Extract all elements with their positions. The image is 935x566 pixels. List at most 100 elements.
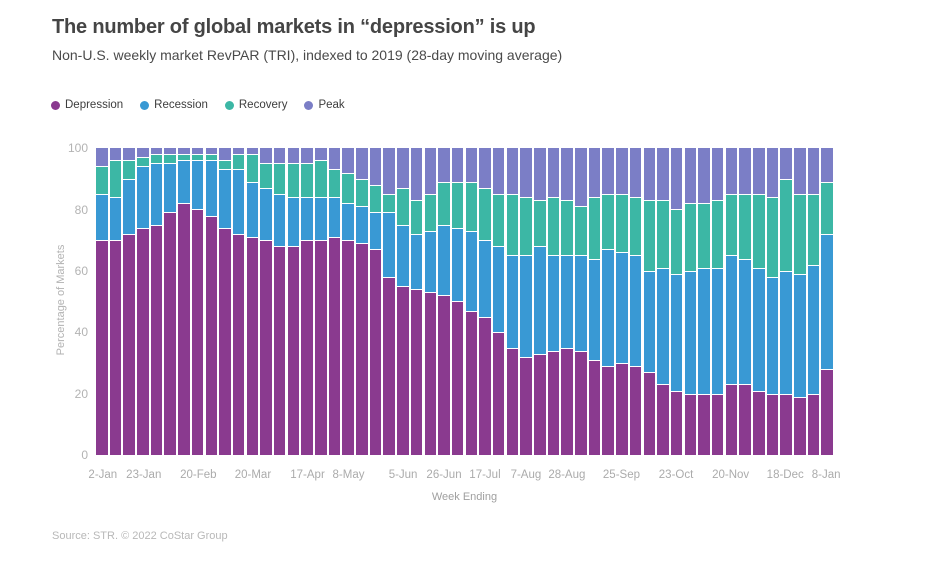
bar-segment-recession [698,267,710,394]
bar-segment-recovery [506,194,519,256]
x-tick-label: 2-Jan [88,469,118,481]
bar-segment-peak [260,148,272,164]
bar-segment-depression [260,240,272,455]
bar-9-Jan [109,148,122,455]
bar-segment-depression [328,237,341,455]
bar-8-May [342,148,354,455]
bar-segment-recovery [342,172,354,204]
legend-item-peak: Peak [304,99,345,111]
bar-segment-depression [684,393,697,455]
bar-segment-recovery [451,181,464,228]
bar-4-Sep [575,148,587,455]
bar-segment-depression [766,393,779,455]
bar-8-Jan [821,148,833,455]
bar-segment-peak [753,148,765,195]
bar-segment-peak [246,148,259,155]
source-attribution: Source: STR. © 2022 CoStar Group [52,530,228,542]
bar-14-Aug [534,148,546,455]
bar-13-Mar [232,148,245,455]
bar-segment-peak [410,148,423,201]
bar-25-Dec [794,148,806,455]
bar-segment-depression [315,240,327,455]
bar-segment-recession [602,249,614,366]
x-axis-title: Week Ending [431,491,498,503]
bar-12-Jun [410,148,423,455]
bar-segment-peak [424,148,436,195]
bar-segment-recession [780,270,792,394]
bar-segment-recovery [807,194,820,265]
bar-segment-recovery [534,200,546,247]
bar-22-May [369,148,382,455]
bar-2-Jan [96,148,108,455]
bar-25-Sep [616,148,628,455]
bar-13-Feb [178,148,190,455]
x-tick-label: 8-Jan [811,469,841,481]
bar-segment-peak [383,148,395,195]
bar-segment-recovery [520,197,532,256]
bar-6-Feb [164,148,176,455]
bar-segment-depression [164,212,176,455]
bar-segment-depression [739,384,751,455]
bar-segment-depression [629,365,642,455]
bar-segment-peak [506,148,519,195]
bar-segment-recovery [753,194,765,268]
bar-segment-recession [342,203,354,241]
bar-segment-recovery [410,200,423,234]
bar-segment-peak [205,148,217,155]
bar-segment-depression [807,393,820,455]
bar-segment-recovery [780,178,792,271]
bar-segment-peak [575,148,587,207]
y-tick-label: 80 [74,203,88,217]
bar-segment-peak [465,148,478,182]
bar-1-Jan [807,148,820,455]
x-tick-label: 23-Jan [126,469,162,481]
bar-segment-recession [219,169,231,228]
y-tick-label: 100 [67,141,88,155]
bar-segment-recovery [109,160,122,198]
bar-28-Aug [561,148,573,455]
bar-segment-recession [246,181,259,237]
bar-segment-peak [287,148,300,164]
bar-segment-recovery [670,209,683,274]
bar-segment-depression [465,310,478,455]
bar-segment-recovery [273,163,286,195]
bar-segment-depression [205,215,217,455]
bar-segment-peak [780,148,792,179]
x-axis-ticks: 2-Jan 23-Jan 20-Feb 20-Mar 17-Apr 8-May 5-Jun 2… [88,469,840,485]
bar-segment-peak [684,148,697,204]
bar-segment-depression [424,292,436,455]
bar-segment-depression [246,237,259,455]
bar-segment-depression [575,350,587,455]
bar-segment-peak [178,148,190,155]
bar-segment-recovery [397,187,409,225]
bar-segment-peak [273,148,286,164]
legend-item-recovery: Recovery [224,99,287,111]
bar-segment-recession [164,163,176,213]
bar-segment-recovery [219,160,231,170]
bar-segment-recovery [711,200,724,268]
bar-segment-peak [794,148,806,195]
bar-segment-depression [520,356,532,455]
bar-segment-depression [383,276,395,455]
bar-segment-recovery [657,200,669,268]
x-tick-label: 25-Sep [602,469,640,481]
bar-29-May [383,148,395,455]
bar-segment-recession [657,267,669,385]
bar-30-Jan [150,148,163,455]
bar-segment-depression [492,332,505,455]
bar-segment-recovery [725,194,738,256]
bar-segment-depression [821,369,833,455]
bar-segment-recovery [123,160,135,179]
bar-17-Apr [301,148,313,455]
bar-segment-peak [356,148,368,179]
chart-subtitle: Non-U.S. weekly market RevPAR (TRI), ind… [52,47,563,63]
bar-segment-peak [164,148,176,155]
bar-11-Sep [588,148,601,455]
bar-segment-peak [232,148,245,155]
bar-segment-recession [753,267,765,391]
legend-label-recession: Recession [154,99,208,111]
bar-segment-depression [534,353,546,455]
bar-segment-depression [657,384,669,455]
bar-segment-recession [109,197,122,241]
stacked-bars [96,148,833,455]
